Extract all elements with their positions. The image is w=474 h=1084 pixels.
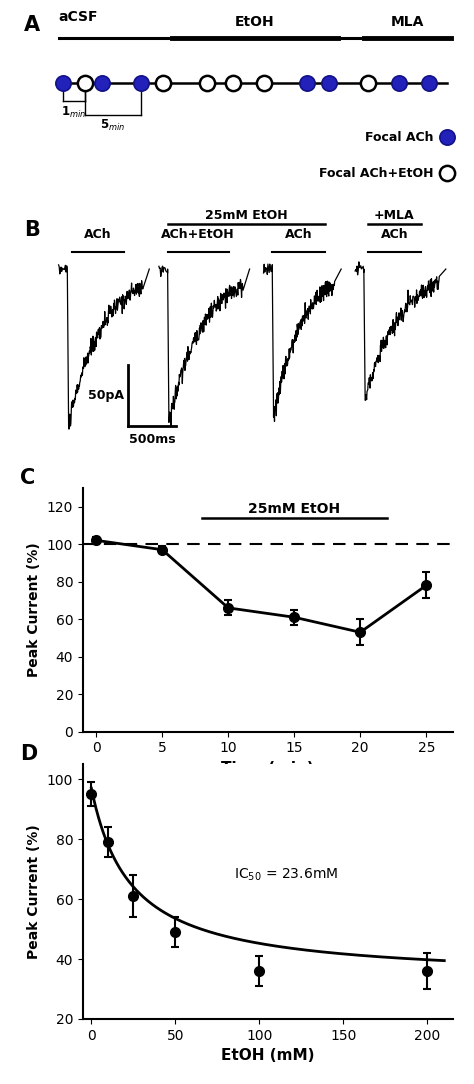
Text: ACh: ACh	[284, 229, 312, 242]
Text: ACh+EtOH: ACh+EtOH	[161, 229, 235, 242]
Text: 500ms: 500ms	[129, 433, 176, 446]
Text: EtOH: EtOH	[235, 15, 274, 29]
Text: Focal ACh: Focal ACh	[365, 131, 434, 144]
Text: 25mM EtOH: 25mM EtOH	[248, 502, 340, 516]
X-axis label: EtOH (mM): EtOH (mM)	[221, 1048, 315, 1063]
Text: aCSF: aCSF	[59, 11, 98, 24]
Text: MLA: MLA	[391, 15, 424, 29]
Text: +MLA: +MLA	[374, 209, 415, 222]
Text: A: A	[24, 15, 40, 36]
Text: C: C	[20, 468, 36, 488]
Text: $\mathbf{1}_{min}$: $\mathbf{1}_{min}$	[61, 105, 86, 120]
Text: ACh: ACh	[84, 229, 112, 242]
X-axis label: Time (min): Time (min)	[221, 761, 314, 776]
Text: 50pA: 50pA	[88, 389, 124, 402]
Text: $\mathbf{5}_{min}$: $\mathbf{5}_{min}$	[100, 118, 126, 133]
Text: 25mM EtOH: 25mM EtOH	[205, 209, 287, 222]
Text: Focal ACh+EtOH: Focal ACh+EtOH	[319, 167, 434, 180]
Text: IC$_{50}$ = 23.6mM: IC$_{50}$ = 23.6mM	[234, 867, 338, 883]
Y-axis label: Peak Current (%): Peak Current (%)	[27, 824, 41, 959]
Text: B: B	[24, 220, 39, 241]
Text: D: D	[20, 744, 37, 764]
Y-axis label: Peak Current (%): Peak Current (%)	[27, 542, 41, 678]
Text: ACh: ACh	[381, 229, 408, 242]
